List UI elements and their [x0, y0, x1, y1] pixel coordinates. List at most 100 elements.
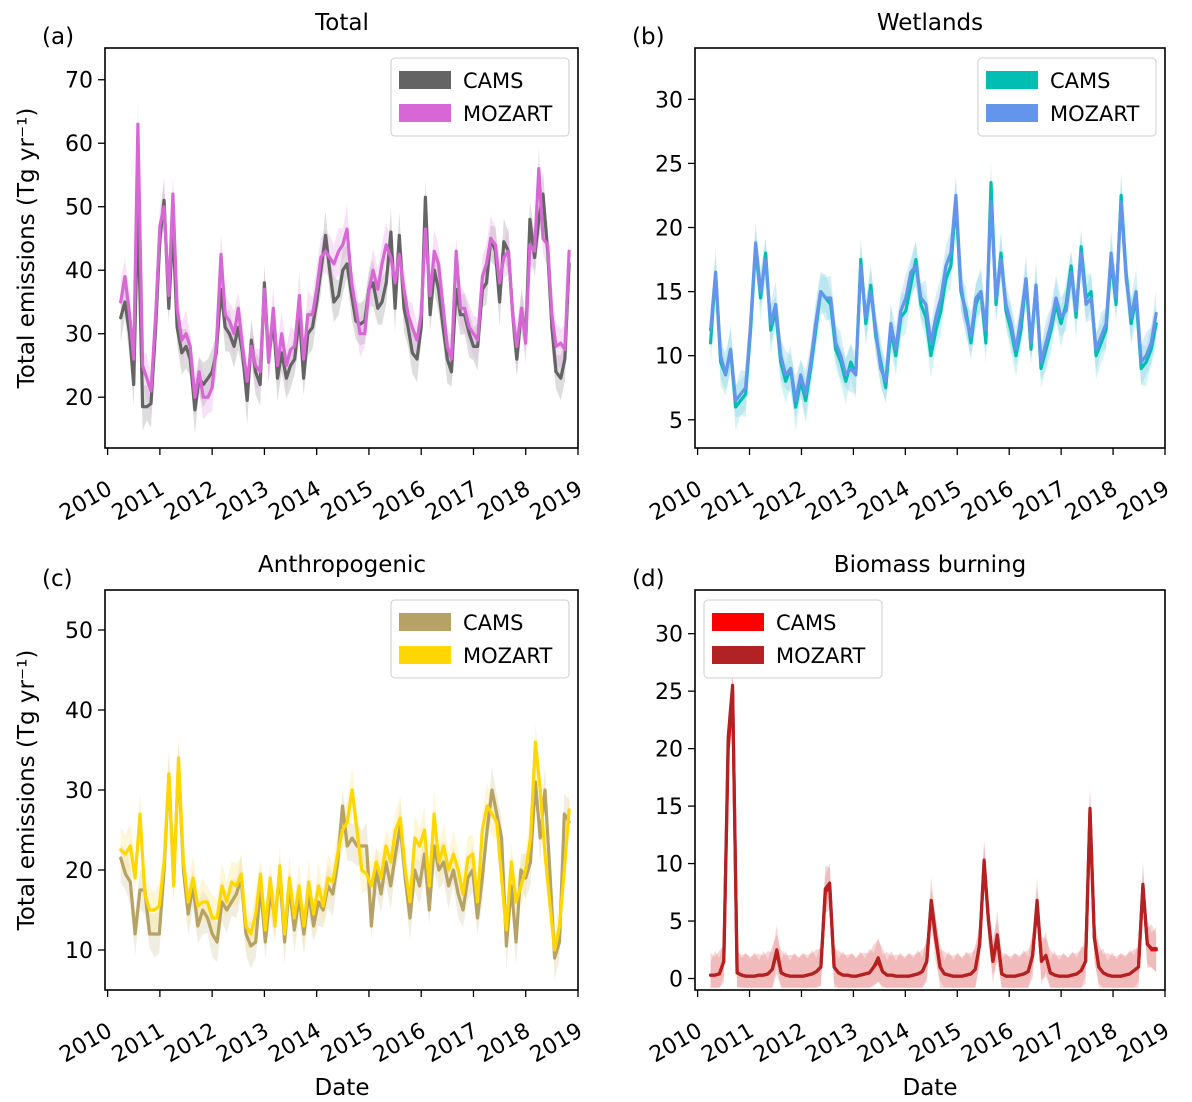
- x-tick-label: 2018: [1061, 1018, 1122, 1068]
- legend-swatch-mozart: [399, 104, 451, 122]
- legend-label-mozart: MOZART: [463, 644, 552, 668]
- legend: CAMS MOZART: [390, 599, 570, 679]
- panel-label: (d): [632, 566, 665, 592]
- y-tick-label: 20: [655, 738, 683, 763]
- y-tick-label: 60: [65, 132, 93, 157]
- plot-area: [709, 669, 1158, 988]
- legend-label-mozart: MOZART: [463, 102, 552, 126]
- x-tick-label: 2017: [1009, 476, 1070, 526]
- axes-frame: [694, 589, 1166, 991]
- x-tick-label: 2010: [646, 1018, 707, 1068]
- panel-a: (a) Total Total emissions (Tg yr⁻¹) 20 30…: [14, 10, 587, 526]
- x-tick-label: 2013: [801, 476, 862, 526]
- panel-b: (b) Wetlands 5 10 15 20 25 30 2010201120122013…: [632, 10, 1174, 526]
- uncertainty-band-cams: [120, 169, 570, 435]
- y-tick-label: 10: [65, 939, 93, 964]
- x-tick-label: 2018: [1061, 476, 1122, 526]
- y-tick-label: 50: [65, 196, 93, 221]
- panel-label: (c): [42, 566, 73, 592]
- plot-area: [709, 160, 1158, 432]
- x-tick-label: 2011: [108, 1018, 169, 1068]
- series-line-mozart: [709, 683, 1158, 978]
- x-tick-label: 2017: [421, 476, 482, 526]
- x-tick-label: 2014: [265, 1018, 326, 1068]
- panel-title: Biomass burning: [834, 552, 1026, 578]
- y-tick-label: 5: [669, 409, 683, 434]
- x-tick-label: 2012: [749, 476, 810, 526]
- legend-label-mozart: MOZART: [776, 644, 865, 668]
- x-tick-label: 2014: [265, 476, 326, 526]
- legend-label-cams: CAMS: [463, 69, 523, 93]
- y-tick-label: 10: [655, 345, 683, 370]
- y-tick-label: 10: [655, 853, 683, 878]
- panel-title: Wetlands: [877, 10, 983, 36]
- legend: CAMS MOZART: [390, 57, 570, 137]
- x-tick-label: 2013: [212, 1018, 273, 1068]
- x-tick-label: 2015: [905, 1018, 966, 1068]
- y-tick-label: 5: [669, 910, 683, 935]
- y-tick-label: 20: [65, 386, 93, 411]
- y-tick-label: 40: [65, 699, 93, 724]
- x-tick-label: 2010: [646, 476, 707, 526]
- plot-area: [119, 723, 571, 980]
- x-tick-label: 2010: [56, 1018, 117, 1068]
- panel-title: Total: [314, 10, 369, 36]
- x-tick-label: 2010: [56, 476, 117, 526]
- legend-swatch-mozart: [712, 646, 764, 664]
- x-tick-label: 2016: [369, 476, 430, 526]
- legend-label-mozart: MOZART: [1050, 102, 1139, 126]
- y-tick-label: 40: [65, 259, 93, 284]
- x-tick-label: 2011: [698, 1018, 759, 1068]
- y-tick-label: 30: [655, 88, 683, 113]
- x-tick-label: 2013: [801, 1018, 862, 1068]
- x-tick-label: 2015: [317, 1018, 378, 1068]
- y-tick-label: 0: [669, 968, 683, 993]
- x-tick-label: 2017: [421, 1018, 482, 1068]
- legend-swatch-mozart: [986, 104, 1038, 122]
- y-tick-label: 30: [65, 323, 93, 348]
- legend-swatch-mozart: [399, 646, 451, 664]
- uncertainty-band-cams: [710, 160, 1157, 432]
- y-tick-label: 15: [655, 281, 683, 306]
- x-tick-label: 2017: [1009, 1018, 1070, 1068]
- panel-label: (a): [42, 24, 74, 50]
- x-tick-label: 2018: [474, 476, 535, 526]
- x-axis-label: Date: [903, 1075, 958, 1101]
- x-tick-label: 2019: [526, 1018, 587, 1068]
- panel-title: Anthropogenic: [258, 552, 426, 578]
- y-tick-label: 70: [65, 69, 93, 94]
- series-line-mozart: [119, 122, 571, 399]
- series-line-cams: [709, 181, 1158, 409]
- x-tick-label: 2016: [957, 1018, 1018, 1068]
- legend: CAMS MOZART: [703, 599, 883, 679]
- x-tick-label: 2019: [1113, 1018, 1174, 1068]
- panel-d: (d) Biomass burning Date 0 5 10 15 20 25 30 201…: [632, 552, 1174, 1101]
- x-tick-label: 2012: [749, 1018, 810, 1068]
- x-tick-label: 2015: [317, 476, 378, 526]
- x-tick-label: 2014: [853, 1018, 914, 1068]
- x-axis-label: Date: [315, 1075, 370, 1101]
- y-tick-label: 50: [65, 619, 93, 644]
- y-tick-label: 20: [655, 216, 683, 241]
- y-tick-label: 20: [65, 859, 93, 884]
- axes-frame: [694, 47, 1166, 449]
- x-tick-label: 2015: [905, 476, 966, 526]
- x-tick-label: 2012: [160, 476, 221, 526]
- panel-label: (b): [632, 24, 665, 50]
- y-tick-label: 25: [655, 152, 683, 177]
- x-tick-label: 2011: [698, 476, 759, 526]
- x-tick-label: 2011: [108, 476, 169, 526]
- legend-label-cams: CAMS: [1050, 69, 1110, 93]
- uncertainty-band-mozart: [120, 723, 570, 966]
- axes-frame: [104, 47, 579, 449]
- x-tick-label: 2014: [853, 476, 914, 526]
- x-tick-label: 2016: [369, 1018, 430, 1068]
- legend-swatch-cams: [399, 71, 451, 89]
- x-tick-label: 2013: [212, 476, 273, 526]
- series-line-mozart: [119, 740, 571, 952]
- legend-label-cams: CAMS: [463, 611, 523, 635]
- x-tick-label: 2016: [957, 476, 1018, 526]
- legend: CAMS MOZART: [977, 57, 1157, 137]
- y-tick-label: 30: [655, 623, 683, 648]
